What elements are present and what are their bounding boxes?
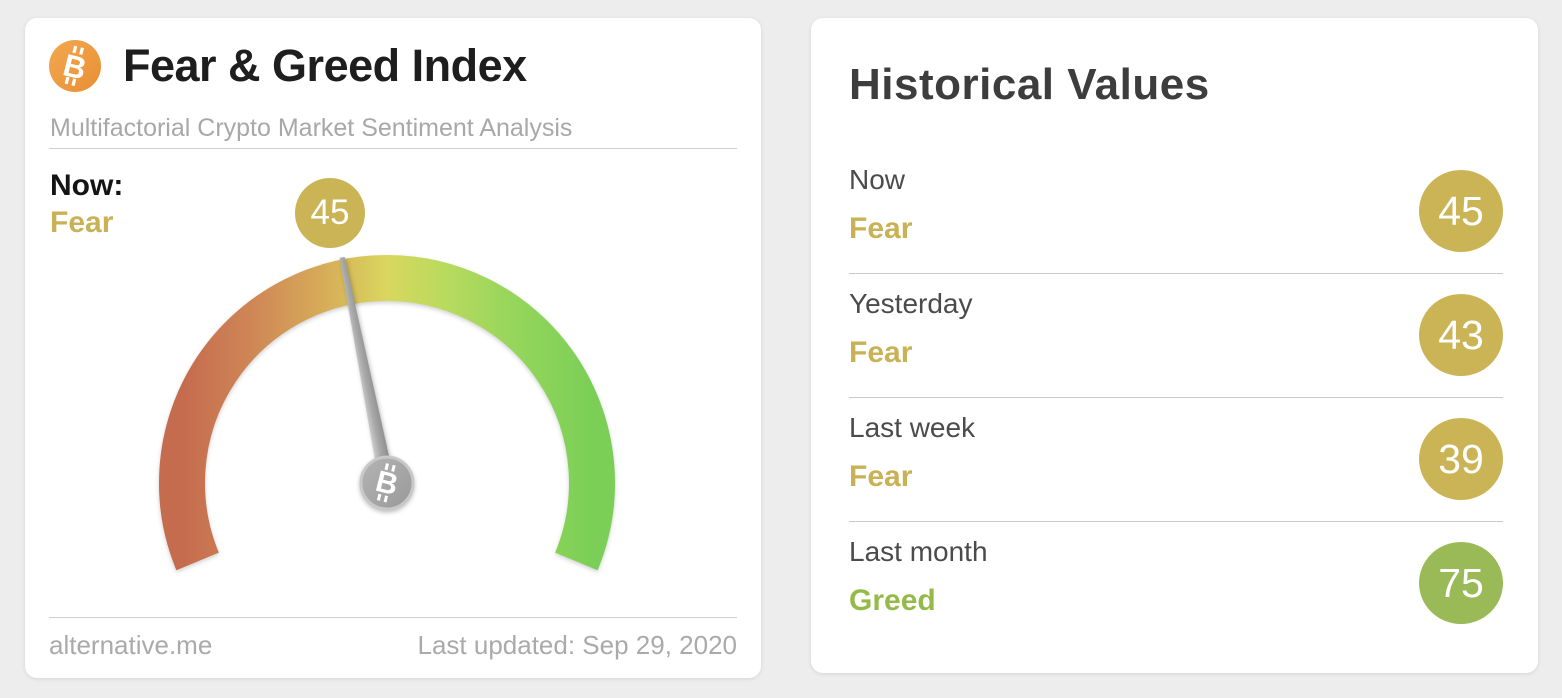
row-value-badge: 75	[1419, 542, 1503, 624]
row-period-label: Now	[849, 164, 906, 195]
history-row-last-month: Last month Greed 75	[849, 522, 1503, 645]
now-label: Now:	[50, 169, 124, 202]
gauge-value-badge: 45	[295, 178, 365, 248]
row-sentiment: Greed	[849, 584, 936, 617]
row-period-label: Last week	[849, 412, 976, 443]
row-sentiment: Fear	[849, 212, 913, 245]
fear-greed-index-card: B Fear & Greed Index Multifactorial Cryp…	[25, 18, 761, 678]
row-sentiment: Fear	[849, 460, 913, 493]
last-updated-text: Last updated: Sep 29, 2020	[417, 630, 738, 660]
fgi-title: Fear & Greed Index	[123, 40, 527, 91]
history-row-now: Now Fear 45	[849, 150, 1503, 274]
current-sentiment-block: Now: Fear	[50, 168, 123, 242]
historical-values-title: Historical Values	[849, 60, 1210, 109]
historical-rows: Now Fear 45 Yesterday Fear 43 Last week …	[849, 150, 1503, 645]
bitcoin-icon: B	[49, 40, 101, 92]
gauge-hub: B	[359, 455, 415, 511]
site-link[interactable]: alternative.me	[49, 630, 213, 660]
header-divider	[49, 148, 737, 149]
gauge-arc	[159, 254, 615, 571]
fgi-footer: alternative.me Last updated: Sep 29, 202…	[49, 630, 737, 661]
history-row-last-week: Last week Fear 39	[849, 398, 1503, 522]
fear-greed-gauge: B	[159, 254, 615, 571]
row-period-label: Last month	[849, 536, 988, 567]
row-value-badge: 39	[1419, 418, 1503, 500]
row-value-badge: 45	[1419, 170, 1503, 252]
row-value-badge: 43	[1419, 294, 1503, 376]
footer-divider	[49, 617, 737, 618]
historical-values-card: Historical Values Now Fear 45 Yesterday …	[811, 18, 1538, 673]
gauge-needle	[339, 256, 397, 491]
row-sentiment: Fear	[849, 336, 913, 369]
fgi-header: B Fear & Greed Index	[49, 40, 527, 92]
row-period-label: Yesterday	[849, 288, 973, 319]
now-sentiment: Fear	[50, 206, 114, 239]
fgi-subtitle: Multifactorial Crypto Market Sentiment A…	[50, 114, 573, 142]
history-row-yesterday: Yesterday Fear 43	[849, 274, 1503, 398]
